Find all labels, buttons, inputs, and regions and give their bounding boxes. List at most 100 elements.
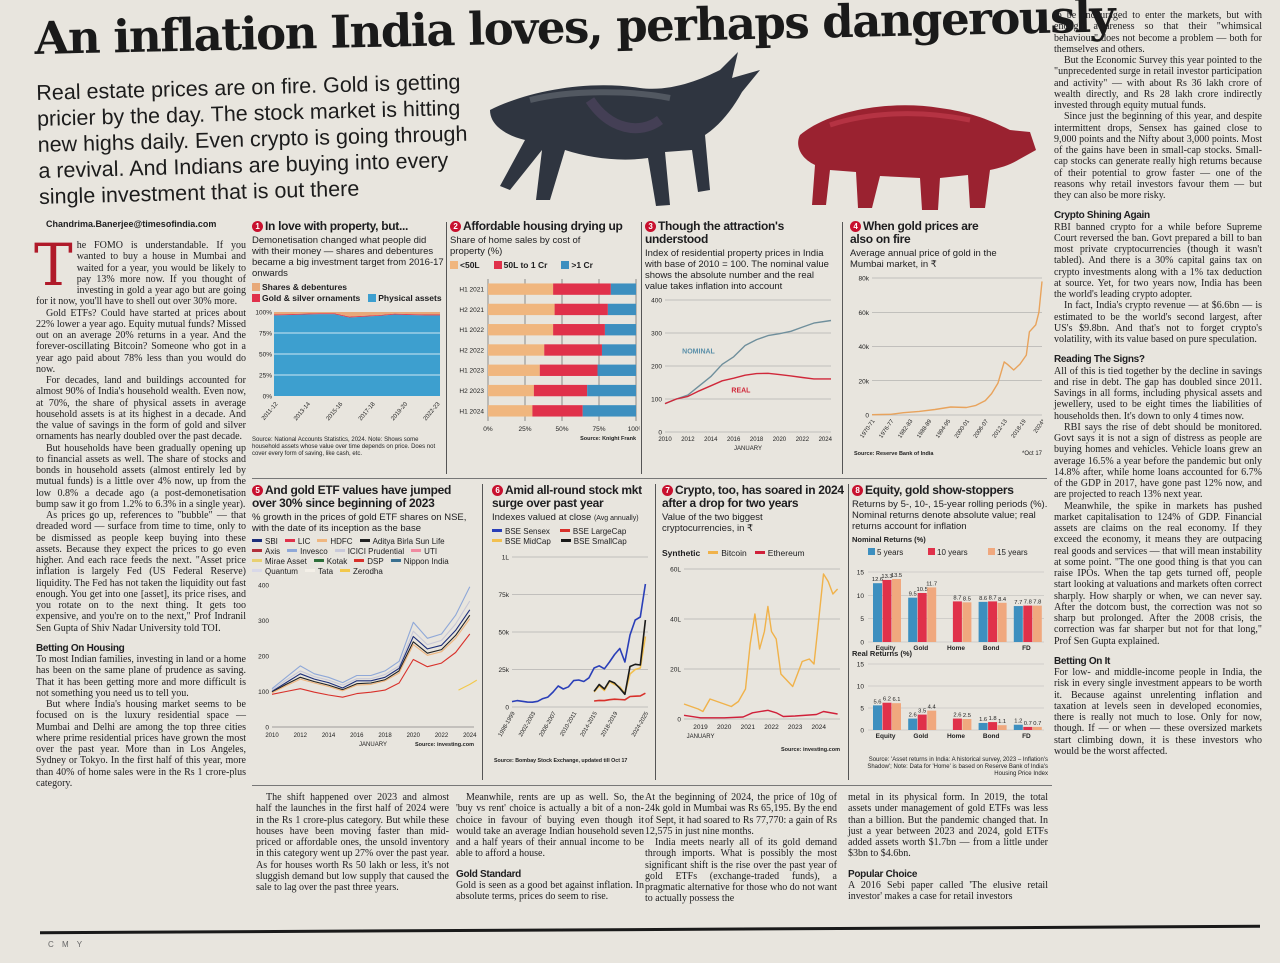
- paragraph: But the Economic Survey this year pointe…: [1054, 55, 1262, 111]
- bar-value-label: 13.5: [891, 573, 902, 579]
- bar-value-label: 4.4: [928, 705, 937, 711]
- legend-label: Nippon India: [403, 557, 449, 566]
- article-column-right: to be encouraged to enter the markets, b…: [1054, 10, 1262, 757]
- y-tick-label: 50k: [499, 630, 510, 637]
- y-tick-label: 0: [505, 705, 509, 712]
- chart-panel-property: 1 In love with property, but... Demonetis…: [252, 220, 444, 478]
- x-tick-label: 2024*: [1033, 418, 1047, 434]
- section-heading: Betting On It: [1054, 655, 1111, 667]
- y-tick-label: 100: [651, 397, 662, 404]
- x-tick-label: 1994-95: [935, 419, 952, 440]
- chart-source: Source: Reserve Bank of India: [854, 451, 934, 457]
- y-tick-label: 60k: [859, 310, 870, 317]
- x-axis-label: JANUARY: [734, 446, 762, 452]
- legend-swatch: [252, 549, 262, 552]
- legend-item: >1 Cr: [561, 260, 593, 271]
- y-category-label: H2 2021: [459, 307, 484, 314]
- bar: [1013, 606, 1023, 642]
- legend-item: UTI: [411, 547, 437, 557]
- x-tick-label: 2024-2025: [631, 711, 650, 738]
- x-tick-label: 2016: [727, 437, 741, 443]
- legend-item: SBI: [252, 537, 278, 547]
- legend-swatch: [334, 549, 345, 552]
- y-category-label: H1 2021: [459, 287, 484, 294]
- legend-label: BSE LargeCap: [572, 527, 627, 536]
- y-tick-label: 0: [860, 640, 864, 647]
- bar: [962, 719, 972, 730]
- chart-title: Though the attraction's understood: [645, 220, 784, 246]
- x-tick-label: 2020: [717, 724, 732, 731]
- bar-value-label: 8.4: [998, 597, 1007, 603]
- y-tick-label: 75k: [499, 592, 510, 599]
- paragraph: But households have been gradually openi…: [36, 442, 246, 510]
- section-heading: Popular Choice: [848, 868, 918, 880]
- legend-label: Tata: [317, 567, 334, 576]
- chart-panel-property-index: 3 Though the attraction's understood Inde…: [645, 220, 837, 478]
- legend-item: BSE LargeCap: [559, 527, 627, 537]
- bar-value-label: 2.5: [963, 713, 971, 719]
- legend-label: SBI: [265, 537, 278, 546]
- x-tick-label: 1970-71: [860, 419, 877, 440]
- x-tick-label: 100%: [628, 426, 640, 433]
- legend-label: Shares & debentures: [262, 282, 348, 292]
- bar-segment: [587, 384, 636, 397]
- y-tick-label: 200: [258, 654, 269, 661]
- chart-number-badge: 4: [850, 221, 861, 232]
- legend-swatch: [287, 549, 298, 552]
- legend-item: Gold & silver ornaments: [252, 293, 360, 304]
- y-tick-label: 10: [857, 593, 865, 600]
- bar-segment: [553, 324, 605, 336]
- paragraph: Meanwhile, the spike in markets has push…: [1054, 500, 1262, 647]
- line-icici-prudential: [271, 600, 471, 691]
- bar-value-label: 1.1: [998, 719, 1006, 725]
- legend-label: Physical assets: [378, 293, 442, 303]
- line-bse-sensex: [511, 583, 647, 703]
- panel-label: Real Returns (%): [852, 649, 913, 658]
- paragraph: But where India's housing market seems t…: [36, 699, 246, 789]
- x-category-label: FD: [1022, 733, 1031, 740]
- paragraph: As prices go up, references to "bubble" …: [36, 510, 246, 634]
- y-category-label: H2 2022: [459, 347, 484, 354]
- legend-swatch: [390, 559, 401, 562]
- article-column-bottom-3: At the beginning of 2024, the price of 1…: [645, 792, 837, 905]
- y-tick-label: 100%: [255, 310, 272, 317]
- legend-label: Aditya Birla Sun Life: [372, 537, 445, 546]
- x-tick-label: 2011-12: [261, 401, 280, 422]
- y-tick-label: 40L: [670, 617, 681, 624]
- bar: [882, 702, 892, 730]
- chart-subtitle-note: (Avg annually): [593, 515, 639, 522]
- bar-value-label: 1.8: [989, 716, 997, 722]
- bar-value-label: 1.2: [1014, 719, 1022, 725]
- legend-swatch: [354, 559, 365, 562]
- x-tick-label: 2015-16: [326, 401, 345, 422]
- series-label-real: REAL: [731, 387, 751, 394]
- y-tick-label: 20L: [670, 667, 681, 674]
- chart-title: Amid all-round stock mkt surge over past…: [492, 484, 642, 510]
- area-physical-assets: [274, 314, 440, 396]
- chart-source: Source: Knight Frank: [580, 436, 637, 442]
- bar: [917, 593, 927, 642]
- y-tick-label: 300: [258, 618, 269, 625]
- legend-label: Zerodha: [353, 567, 383, 576]
- x-category-label: Home: [947, 733, 965, 740]
- line-gold-price: [871, 281, 1043, 416]
- legend-swatch: [252, 539, 262, 542]
- x-tick-label: 2024: [811, 724, 826, 731]
- chart-number-badge: 3: [645, 221, 656, 232]
- bar: [1013, 724, 1023, 730]
- bar: [917, 714, 927, 730]
- bar: [908, 597, 918, 642]
- paragraph: To most Indian families, investing in la…: [36, 654, 246, 699]
- x-tick-label: 2020: [773, 437, 787, 443]
- legend-item: Bitcoin: [708, 548, 747, 559]
- chart-note: *Oct 17: [1022, 451, 1043, 457]
- x-category-label: Equity: [876, 733, 896, 740]
- chart-source: Source: investing.com: [415, 742, 474, 748]
- chart-panel-housing: 2 Affordable housing drying up Share of h…: [450, 220, 640, 478]
- bar-value-label: 7.8: [1033, 600, 1041, 606]
- y-category-label: H1 2022: [459, 327, 484, 334]
- paragraph: Gold ETFs? Could have started at prices …: [36, 307, 246, 375]
- legend-swatch: [559, 529, 570, 532]
- y-tick-label: 0: [865, 413, 869, 420]
- bar-value-label: 0.7: [1033, 721, 1041, 727]
